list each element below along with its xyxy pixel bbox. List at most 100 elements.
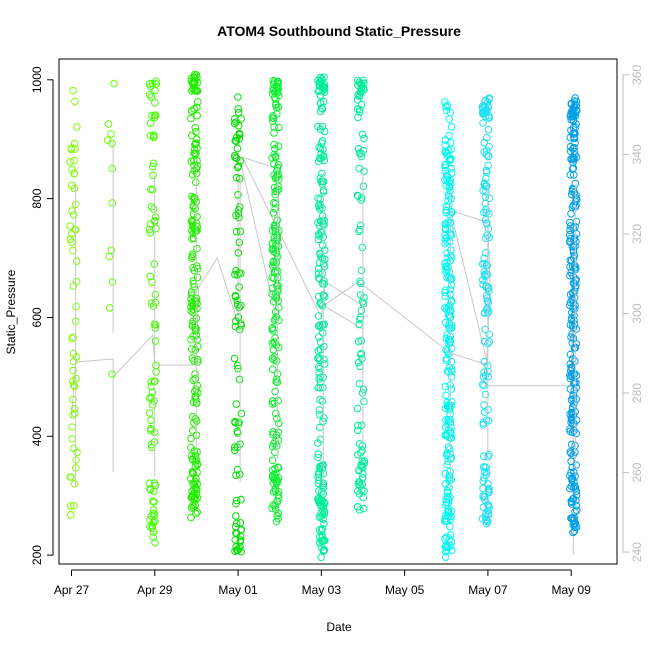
data-point <box>234 162 243 170</box>
chart-title: ATOM4 Southbound Static_Pressure <box>217 23 461 39</box>
data-point <box>482 219 491 227</box>
data-point <box>232 154 241 162</box>
data-point <box>441 469 450 478</box>
data-point <box>482 182 491 191</box>
data-point <box>268 397 277 405</box>
data-point <box>314 439 322 447</box>
data-point <box>485 209 493 218</box>
data-point <box>268 456 277 465</box>
data-point <box>445 182 454 191</box>
data-point <box>193 111 201 120</box>
data-point <box>272 258 281 267</box>
data-point <box>359 493 368 502</box>
data-point <box>69 86 77 95</box>
data-point <box>274 281 282 290</box>
data-point <box>273 110 281 118</box>
data-point <box>441 160 450 169</box>
data-point <box>149 533 157 541</box>
data-point <box>485 330 494 339</box>
data-point <box>271 387 279 396</box>
data-point <box>235 238 244 247</box>
data-point <box>441 225 450 233</box>
data-point <box>320 519 328 528</box>
data-point <box>272 221 280 229</box>
data-point <box>275 123 283 132</box>
data-point <box>318 525 327 533</box>
data-point <box>314 347 323 355</box>
data-point <box>442 208 451 217</box>
data-point <box>318 212 327 220</box>
data-point <box>273 414 281 423</box>
data-point <box>193 381 202 390</box>
data-point <box>354 91 363 99</box>
data-point <box>234 93 242 101</box>
data-point <box>482 150 491 159</box>
series-group <box>145 77 160 547</box>
data-point <box>192 485 200 493</box>
data-point <box>234 108 243 117</box>
data-point <box>151 298 160 307</box>
data-point <box>441 514 449 523</box>
data-point <box>148 524 156 533</box>
data-point <box>73 123 81 131</box>
data-point <box>570 316 578 325</box>
data-point <box>188 468 197 476</box>
data-point <box>318 241 327 250</box>
data-point <box>274 436 283 445</box>
data-point <box>272 341 281 349</box>
data-point <box>572 506 581 515</box>
y2-tick-label: 320 <box>630 224 644 244</box>
data-point <box>441 534 449 543</box>
data-point <box>237 409 246 418</box>
data-point <box>191 124 200 132</box>
y2-tick-label: 340 <box>630 144 644 164</box>
data-point <box>317 253 325 261</box>
data-point <box>353 426 362 435</box>
data-point <box>320 414 328 422</box>
data-point <box>447 344 456 353</box>
data-point <box>569 528 577 537</box>
data-point <box>569 494 578 503</box>
data-point <box>478 260 487 268</box>
data-point <box>68 207 76 215</box>
y2-tick-label: 260 <box>630 462 644 482</box>
data-point <box>71 97 79 106</box>
data-point <box>318 320 327 329</box>
data-point <box>317 512 325 521</box>
data-point <box>192 135 201 143</box>
data-point <box>570 251 579 260</box>
data-point <box>572 395 581 404</box>
data-point <box>571 508 579 516</box>
data-point <box>358 457 366 466</box>
data-point <box>567 209 575 218</box>
data-point <box>572 501 581 510</box>
data-point <box>567 108 576 116</box>
data-point <box>271 199 280 208</box>
data-point <box>151 337 160 345</box>
data-point <box>232 266 240 275</box>
data-point <box>482 291 491 300</box>
data-point <box>194 98 202 106</box>
data-point <box>566 290 575 299</box>
series-group <box>566 94 581 537</box>
data-point <box>315 322 323 330</box>
data-point <box>66 158 74 166</box>
data-point <box>236 130 244 138</box>
data-point <box>447 164 456 173</box>
data-point <box>485 194 494 203</box>
data-point <box>147 416 155 425</box>
data-point <box>149 497 157 506</box>
data-point <box>571 523 579 531</box>
data-point <box>187 288 196 297</box>
data-point <box>188 354 197 362</box>
data-point <box>444 368 453 376</box>
data-point <box>442 547 450 556</box>
data-point <box>485 233 494 242</box>
data-point <box>445 363 454 372</box>
data-point <box>441 147 450 156</box>
data-point <box>319 152 328 161</box>
data-point <box>442 102 450 111</box>
data-point <box>570 369 579 378</box>
y-tick-label: 200 <box>30 545 44 565</box>
data-point <box>272 267 280 275</box>
